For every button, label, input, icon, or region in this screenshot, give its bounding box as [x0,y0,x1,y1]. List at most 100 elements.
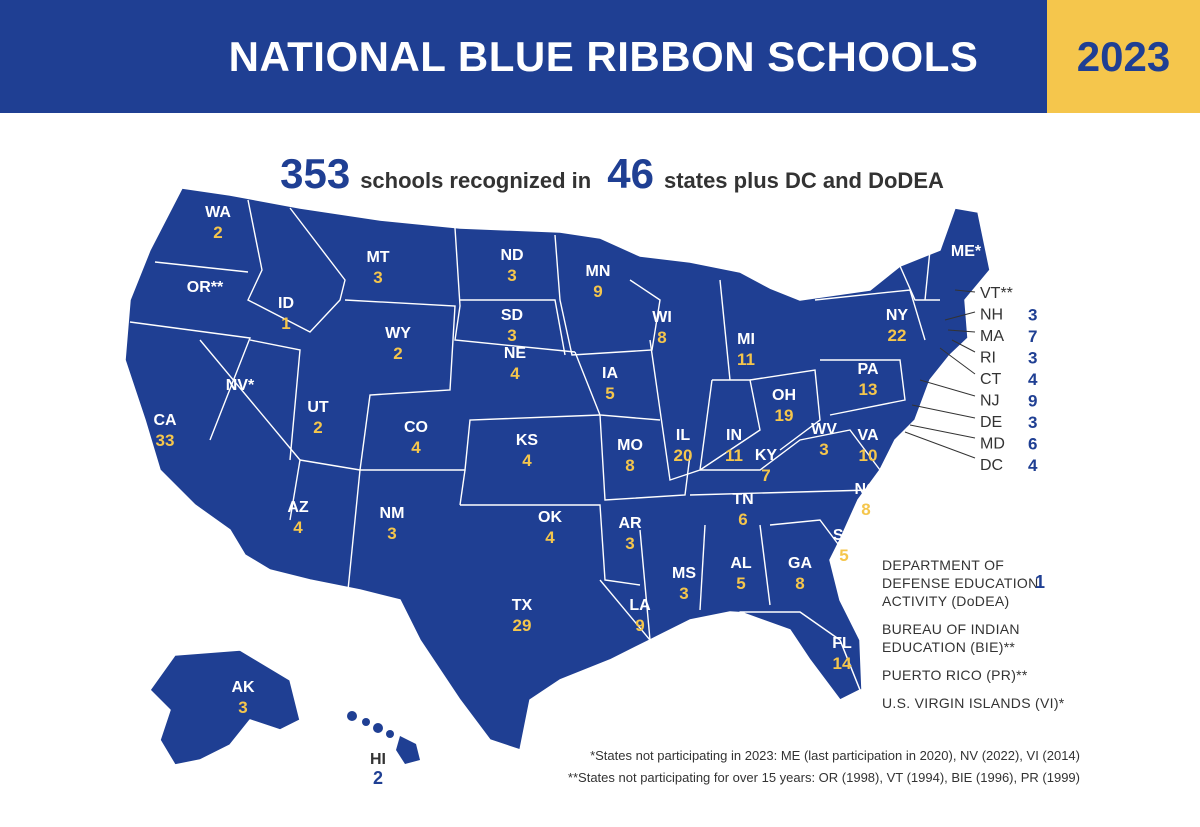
state-count-az: 4 [293,518,303,537]
ne-count-md: 6 [1028,435,1037,454]
contiguous-us-shape [124,187,991,751]
state-label-nd: ND [500,247,523,264]
state-label-ak: AK [231,679,255,696]
state-count-la: 9 [635,616,644,635]
hawaii-shape [347,711,420,764]
ne-count-dc: 4 [1028,456,1038,475]
state-count-nd: 3 [507,266,516,285]
state-count-in: 11 [725,446,743,465]
state-label-ne: NE [504,345,527,362]
other-entity-line: DEPARTMENT OF [882,557,1004,573]
ne-count-ma: 7 [1028,327,1037,346]
schools-count: 353 [280,150,351,197]
state-count-ut: 2 [313,418,322,437]
state-count-va: 10 [859,446,878,465]
state-count-ia: 5 [605,384,614,403]
state-label-ny: NY [886,307,909,324]
state-label-ok: OK [538,509,562,526]
state-labels: WA2OR**CA33NV*ID1MT3WY2UT2AZ4CO4NM3ND3SD… [153,204,981,717]
other-entities-legend: DEPARTMENT OF DEFENSE EDUCATION ACTIVITY (… [882,557,1065,711]
state-label-il: IL [676,427,690,444]
state-label-va: VA [857,427,878,444]
state-label-wv: WV [811,421,837,438]
ne-label-ct: CT [980,371,1002,388]
state-count-oh: 19 [775,406,794,425]
state-label-sd: SD [501,307,523,324]
other-entity-count: 1 [1035,572,1045,592]
ne-label-nj: NJ [980,393,1000,410]
state-count-mi: 11 [737,350,755,369]
state-label-mi: MI [737,331,755,348]
state-label-mt: MT [366,249,389,266]
other-entity-line: BUREAU OF INDIAN [882,621,1020,637]
state-label-co: CO [404,419,428,436]
state-label-tn: TN [732,491,753,508]
state-label-oh: OH [772,387,796,404]
states-count: 46 [607,150,654,197]
ne-label-vt: VT** [980,285,1013,302]
state-count-ky: 7 [761,466,770,485]
state-label-hi: HI [370,751,386,768]
state-count-nm: 3 [387,524,396,543]
summary-line: 353 schools recognized in 46 states plus DC… [0,150,1200,198]
state-label-al: AL [730,555,752,572]
state-label-ks: KS [516,432,539,449]
florida-shape [739,611,861,701]
state-label-ia: IA [602,365,618,382]
state-label-mo: MO [617,437,643,454]
state-count-wv: 3 [819,440,828,459]
state-label-nc: NC [854,481,878,498]
footnote-1: *States not participating in 2023: ME (l… [590,748,1080,763]
ne-label-de: DE [980,414,1002,431]
ne-label-md: MD [980,436,1005,453]
state-label-la: LA [629,597,651,614]
other-entity-line: DEFENSE EDUCATION [882,575,1039,591]
other-entity-line: ACTIVITY (DoDEA) [882,593,1009,609]
state-count-wy: 2 [393,344,402,363]
state-label-in: IN [726,427,742,444]
state-label-ms: MS [672,565,696,582]
state-count-ms: 3 [679,584,688,603]
state-count-hi: 2 [373,768,383,788]
state-count-tx: 29 [513,616,532,635]
state-count-tn: 6 [738,510,747,529]
state-count-ok: 4 [545,528,555,547]
state-label-nv: NV* [226,377,255,394]
state-count-mn: 9 [593,282,602,301]
footnote-2: **States not participating for over 15 y… [567,770,1080,785]
state-count-sd: 3 [507,326,516,345]
ne-label-ma: MA [980,328,1004,345]
state-count-id: 1 [281,314,290,333]
year-box: 2023 [1047,0,1200,113]
state-count-fl: 14 [833,654,852,673]
state-label-or: OR** [187,279,224,296]
state-label-mn: MN [586,263,611,280]
state-count-pa: 13 [859,380,878,399]
state-label-az: AZ [287,499,309,516]
state-count-ca: 33 [156,431,175,450]
state-label-me: ME* [951,243,982,260]
state-label-nm: NM [380,505,405,522]
state-count-ak: 3 [238,698,247,717]
state-count-nc: 8 [861,500,870,519]
schools-text: schools recognized in [360,168,592,193]
state-count-mt: 3 [373,268,382,287]
state-count-wi: 8 [657,328,666,347]
ne-count-nj: 9 [1028,392,1037,411]
states-text: states plus DC and DoDEA [663,168,944,193]
state-label-ut: UT [307,399,329,416]
state-label-pa: PA [857,361,878,378]
ne-count-nh: 3 [1028,306,1037,325]
state-count-il: 20 [674,446,693,465]
state-count-ga: 8 [795,574,804,593]
header-banner: NATIONAL BLUE RIBBON SCHOOLS [0,0,1047,113]
year-label: 2023 [1076,32,1171,80]
state-count-ne: 4 [510,364,520,383]
state-label-ar: AR [618,515,642,532]
state-count-mo: 8 [625,456,634,475]
ne-label-ri: RI [980,350,996,367]
state-count-ny: 22 [888,326,907,345]
other-entity-line: U.S. VIRGIN ISLANDS (VI)* [882,695,1065,711]
other-entity-line: PUERTO RICO (PR)** [882,667,1028,683]
